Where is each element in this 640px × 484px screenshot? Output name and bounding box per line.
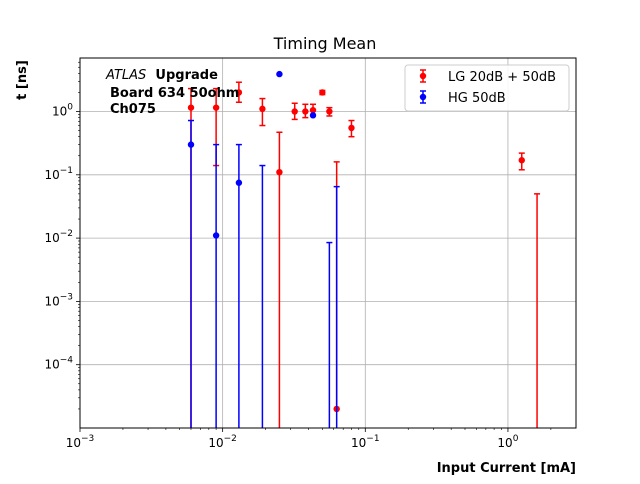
grid — [79, 58, 576, 428]
data-point — [319, 89, 326, 96]
annotation-line2: Board 634 50ohm — [110, 86, 239, 101]
y-tick-label: 100 — [52, 102, 73, 118]
axis-ticks: 10−3 10−2 10−1 100 10−4 10−3 10−2 10−1 100 — [44, 61, 552, 450]
data-point — [212, 232, 220, 239]
x-tick-label: 10−3 — [66, 434, 95, 450]
data-point — [309, 112, 317, 119]
svg-text:ATLAS Upgrade: ATLAS Upgrade — [105, 68, 218, 83]
data-point — [235, 89, 243, 96]
legend-label-hg: HG 50dB — [448, 91, 506, 106]
atlas-annotation: ATLAS Upgrade Board 634 50ohm Ch075 — [105, 68, 239, 117]
chart-title: Timing Mean — [273, 34, 377, 53]
annotation-experiment: ATLAS — [105, 68, 146, 83]
data-point — [259, 105, 266, 113]
data-point — [518, 157, 525, 164]
data-point — [187, 141, 195, 148]
data-point — [302, 108, 309, 115]
y-axis-label: t [ns] — [15, 60, 30, 100]
data-point — [235, 179, 243, 186]
data-point — [348, 124, 355, 132]
plot-frame — [79, 57, 577, 429]
legend: LG 20dB + 50dB HG 50dB — [404, 64, 570, 112]
data-point — [291, 108, 298, 115]
legend-label-lg: LG 20dB + 50dB — [448, 70, 556, 85]
x-tick-label: 100 — [497, 434, 518, 450]
y-tick-label: 10−1 — [44, 166, 73, 182]
x-tick-label: 10−2 — [208, 434, 237, 450]
data-point — [309, 106, 317, 114]
y-tick-label: 10−3 — [44, 292, 73, 308]
annotation-line3: Ch075 — [110, 102, 156, 117]
annotation-suffix: Upgrade — [155, 68, 218, 83]
legend-marker-hg — [419, 93, 427, 101]
data-point — [276, 70, 283, 78]
data-points — [187, 70, 541, 428]
series-hg — [187, 70, 340, 428]
data-point — [326, 108, 333, 115]
legend-entry-lg: LG 20dB + 50dB — [419, 69, 556, 85]
x-axis-label: Input Current [mA] — [437, 461, 576, 476]
data-point — [187, 104, 195, 111]
legend-box — [404, 64, 570, 112]
legend-entry-hg: HG 50dB — [419, 90, 506, 106]
y-tick-label: 10−2 — [44, 229, 73, 245]
x-tick-label: 10−1 — [351, 434, 380, 450]
data-point — [276, 168, 283, 176]
y-tick-label: 10−4 — [44, 356, 73, 372]
legend-marker-lg — [419, 72, 427, 80]
data-point — [212, 104, 220, 111]
